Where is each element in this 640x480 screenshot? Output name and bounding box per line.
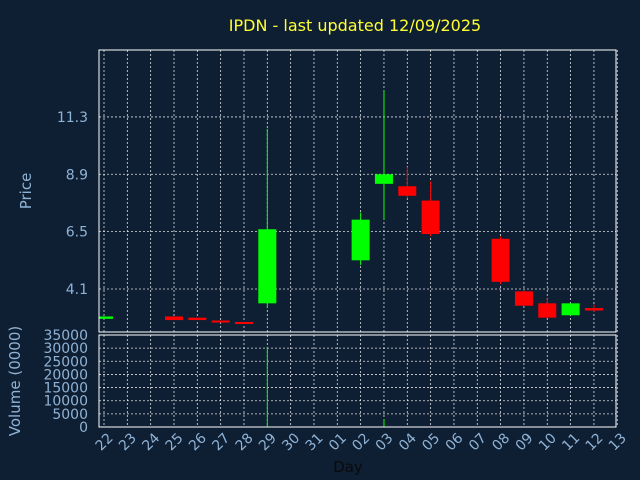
candle-body [188, 317, 207, 321]
price-axis-label: Price [17, 173, 35, 210]
x-tick-label: 07 [466, 430, 490, 454]
price-tick-label: 4.1 [66, 282, 88, 298]
x-tick-label: 02 [349, 430, 373, 454]
x-tick-labels: 22 23 24 25 26 27 28 29 30 31 01 02 03 04 05 06 07 08 09 10… [93, 430, 630, 454]
volume-panel-frame [98, 334, 617, 428]
x-tick-label: 12 [583, 430, 607, 454]
price-panel-frame [98, 49, 617, 333]
volume-tick-label: 20000 [43, 367, 88, 383]
x-tick-label: 13 [606, 430, 630, 454]
price-tick-label: 8.9 [66, 167, 88, 183]
x-tick-label: 23 [116, 430, 140, 454]
volume-tick-label: 5000 [52, 407, 88, 423]
volume-tick-label: 10000 [43, 394, 88, 410]
x-tick-label: 22 [93, 430, 117, 454]
candle-body [514, 291, 533, 306]
x-tick-label: 31 [303, 430, 327, 454]
x-tick-label: 06 [443, 430, 467, 454]
x-tick-label: 03 [373, 430, 397, 454]
x-tick-label: 10 [536, 430, 560, 454]
volume-tick-label: 25000 [43, 354, 88, 370]
candle-body [211, 320, 230, 323]
volume-bars [103, 346, 595, 427]
x-tick-label: 28 [233, 430, 257, 454]
candle-body [491, 238, 510, 282]
volume-tick-label: 0 [79, 420, 88, 436]
x-tick-label: 25 [163, 430, 187, 454]
x-tick-label: 04 [396, 430, 420, 454]
volume-gridlines [99, 334, 618, 428]
x-tick-label: 08 [489, 430, 513, 454]
chart-title: IPDN - last updated 12/09/2025 [229, 16, 481, 35]
x-axis-label: Day [333, 458, 363, 476]
price-y-tick-labels: 4.1 6.5 8.9 11.3 [57, 110, 88, 298]
candle-body [374, 174, 393, 184]
price-tick-label: 11.3 [57, 110, 88, 126]
volume-tick-label: 30000 [43, 341, 88, 357]
candle-body [351, 219, 370, 261]
candle-body [234, 321, 253, 324]
candle-body [561, 303, 580, 316]
candle-body [421, 200, 440, 235]
x-tick-label: 29 [256, 430, 280, 454]
price-gridlines [99, 50, 618, 332]
candle-body [398, 186, 417, 196]
volume-tick-label: 15000 [43, 381, 88, 397]
price-tick-label: 6.5 [66, 225, 88, 241]
x-tick-label: 01 [326, 430, 350, 454]
candle-body [258, 229, 277, 304]
candle-body [99, 316, 113, 319]
volume-axis-label: Volume (0000) [6, 326, 24, 436]
candle-body [538, 303, 557, 318]
x-tick-label: 11 [559, 430, 583, 454]
candles [99, 90, 603, 324]
volume-tick-label: 35000 [43, 328, 88, 344]
x-tick-label: 09 [513, 430, 537, 454]
candle-body [164, 316, 183, 321]
x-tick-label: 30 [279, 430, 303, 454]
x-tick-label: 26 [186, 430, 210, 454]
x-tick-label: 27 [209, 430, 233, 454]
x-tick-label: 24 [139, 430, 163, 454]
candle-body [584, 308, 603, 311]
x-tick-label: 05 [419, 430, 443, 454]
